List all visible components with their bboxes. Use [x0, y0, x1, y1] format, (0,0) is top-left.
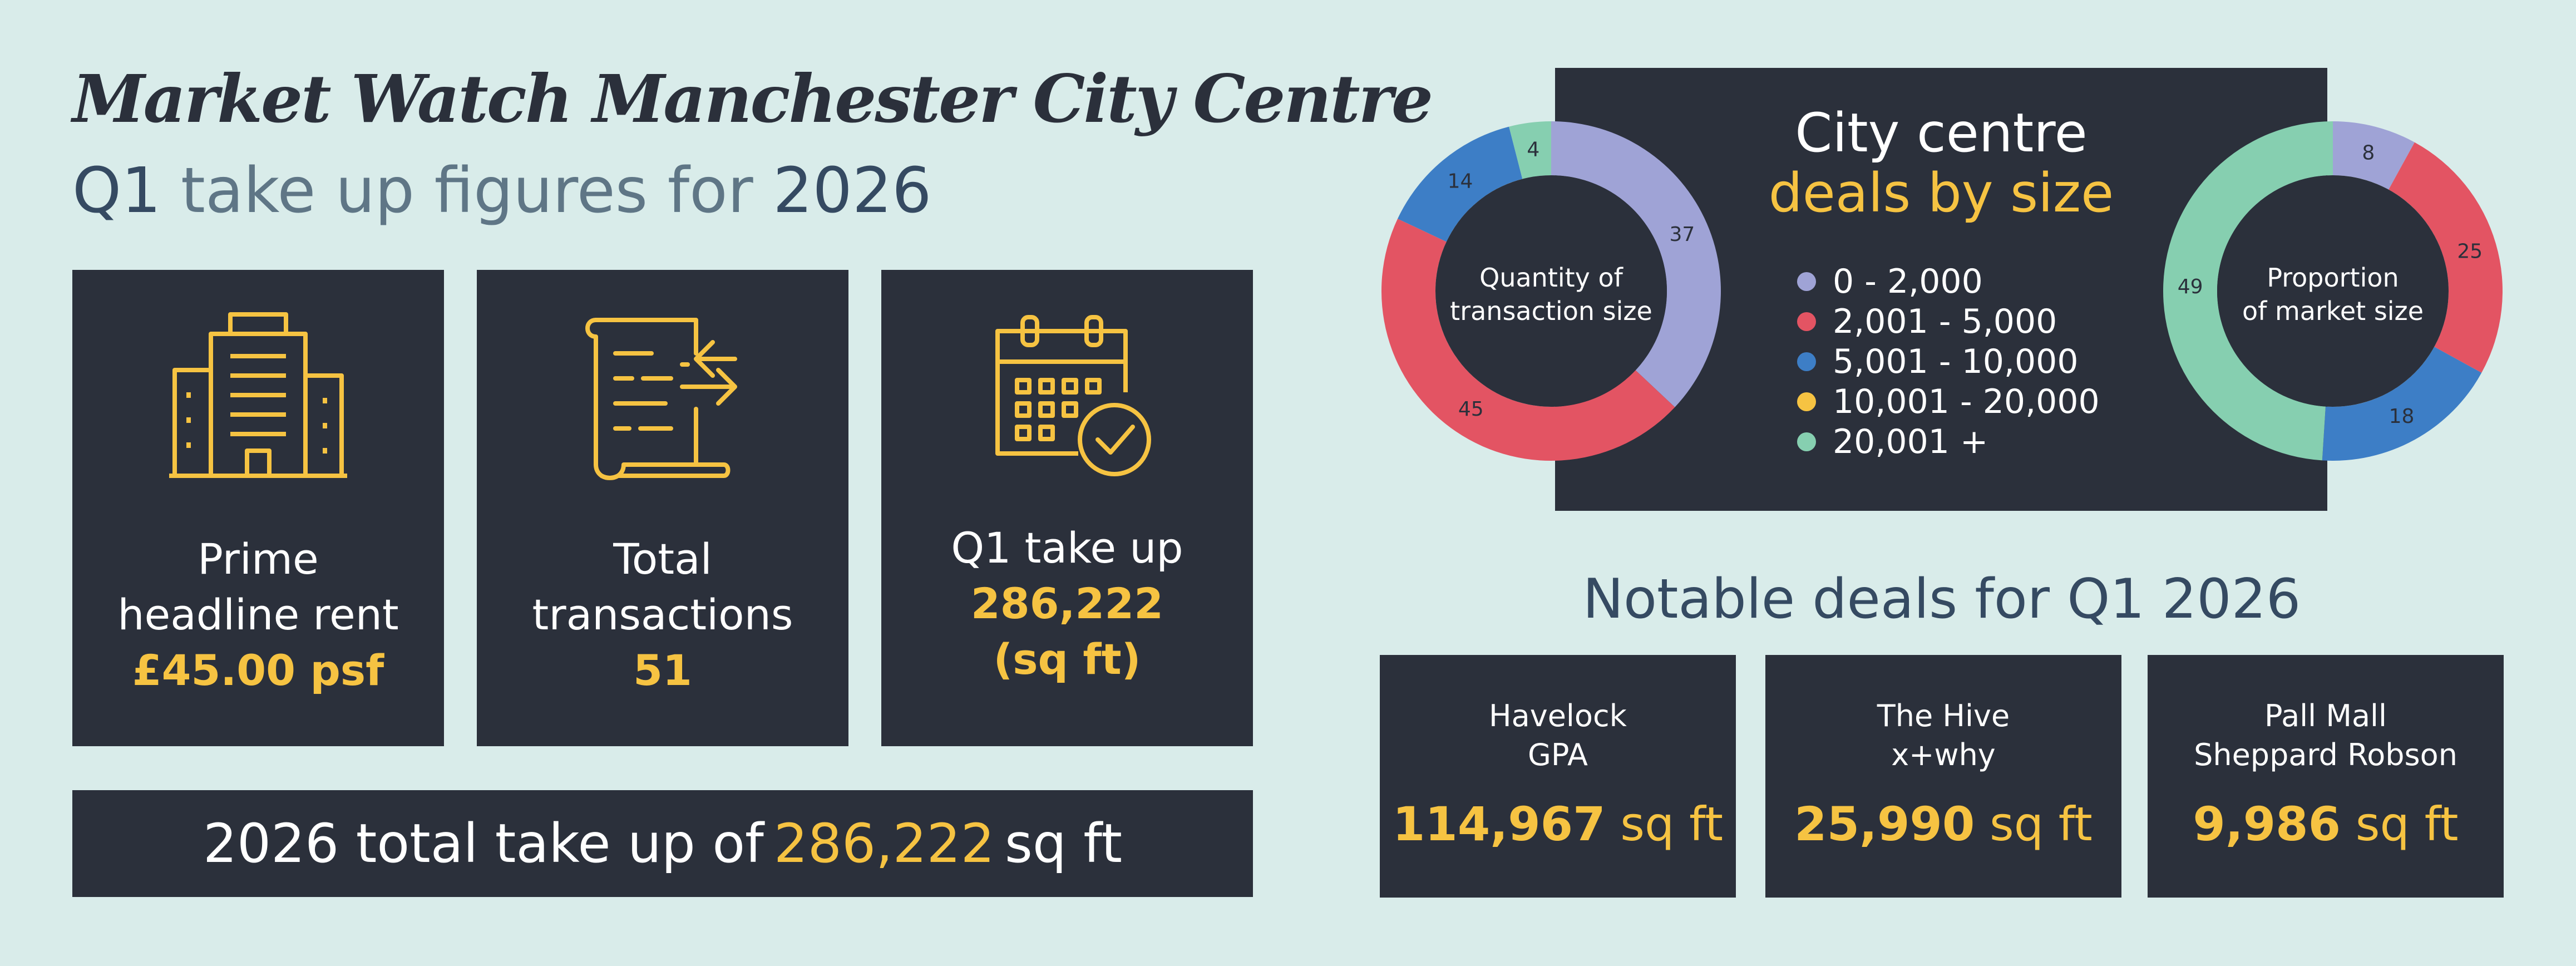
page-subtitle: Q1 take up figures for 2026 — [72, 155, 931, 227]
chart-panel-title: City centre deals by size — [1555, 103, 2327, 223]
legend-label: 0 - 2,000 — [1833, 262, 1983, 301]
deal-name: Havelock — [1489, 698, 1627, 733]
deal-size: 25,990 — [1794, 797, 1975, 851]
subtitle-year: 2026 — [773, 155, 932, 227]
deal-tenant: GPA — [1528, 737, 1588, 772]
donut-center-label: transaction size — [1450, 296, 1652, 326]
subtitle-text: take up figures for — [161, 155, 773, 227]
stat-label-line1: Prime — [198, 534, 319, 584]
legend-swatch — [1797, 392, 1816, 411]
office-buildings-icon — [72, 309, 444, 492]
legend-swatch — [1797, 272, 1816, 291]
stat-value-unit: (sq ft) — [993, 634, 1141, 684]
donut-center-label: Proportion — [2267, 263, 2399, 293]
donut-center-label: Quantity of — [1479, 263, 1624, 293]
deal-unit: sq ft — [2355, 797, 2459, 851]
notable-deals-title: Notable deals for Q1 2026 — [1582, 568, 2301, 631]
legend-label: 20,001 + — [1833, 422, 1988, 461]
donut-slice — [2322, 347, 2482, 461]
stat-card-transactions: Total transactions 51 — [477, 270, 848, 746]
legend-item: 10,001 - 20,000 — [1797, 382, 2100, 422]
stat-card-takeup: Q1 take up 286,222 (sq ft) — [881, 270, 1253, 746]
donut-slice — [1509, 121, 1551, 179]
slice-value-label: 49 — [2178, 275, 2203, 298]
deal-unit: sq ft — [1620, 797, 1724, 851]
slice-value-label: 25 — [2457, 240, 2483, 263]
stat-label-line1: Q1 take up — [951, 523, 1183, 573]
slice-value-label: 45 — [1458, 398, 1484, 421]
stat-value: 286,222 — [970, 579, 1164, 628]
total-prefix: 2026 total take up of — [203, 812, 764, 875]
donut-slice — [1398, 126, 1523, 242]
chart-title-line2: deals by size — [1768, 162, 2114, 224]
slice-value-label: 8 — [2362, 142, 2375, 165]
donut-center-label: of market size — [2242, 296, 2424, 326]
legend-label: 10,001 - 20,000 — [1833, 382, 2100, 421]
stat-label-line2: transactions — [532, 590, 793, 639]
legend-item: 20,001 + — [1797, 422, 2100, 462]
legend-item: 2,001 - 5,000 — [1797, 302, 2100, 342]
deal-card: Pall Mall Sheppard Robson 9,986 sq ft — [2148, 655, 2504, 898]
deal-tenant: x+why — [1891, 737, 1996, 772]
donut-slice — [2389, 142, 2503, 373]
legend-label: 2,001 - 5,000 — [1833, 302, 2057, 341]
stat-value: £45.00 psf — [132, 645, 384, 695]
stat-value: 51 — [633, 645, 692, 695]
deal-name: The Hive — [1877, 698, 2010, 733]
legend-swatch — [1797, 352, 1816, 371]
legend-label: 5,001 - 10,000 — [1833, 342, 2079, 381]
deal-name: Pall Mall — [2264, 698, 2387, 733]
deal-size: 9,986 — [2193, 797, 2341, 851]
donut-slice — [2163, 121, 2333, 461]
slice-value-label: 14 — [1448, 170, 1473, 193]
deal-unit: sq ft — [1990, 797, 2093, 851]
legend-swatch — [1797, 312, 1816, 331]
chart-legend: 0 - 2,000 2,001 - 5,000 5,001 - 10,000 10,0… — [1797, 262, 2100, 462]
legend-swatch — [1797, 432, 1816, 451]
deal-card: The Hive x+why 25,990 sq ft — [1765, 655, 2121, 898]
total-suffix: sq ft — [1004, 812, 1123, 875]
subtitle-quarter: Q1 — [72, 155, 161, 227]
stat-card-rent: Prime headline rent £45.00 psf — [72, 270, 444, 746]
page-title: Market Watch Manchester City Centre — [72, 60, 1433, 137]
stat-label-line1: Total — [613, 534, 712, 584]
donut-hole — [2217, 175, 2449, 407]
donut-hole — [1435, 175, 1667, 407]
deal-card: Havelock GPA 114,967 sq ft — [1380, 655, 1736, 898]
slice-value-label: 37 — [1669, 223, 1695, 246]
transactions-document-icon — [477, 309, 848, 492]
donut-slice — [2333, 121, 2415, 190]
total-takeup-bar: 2026 total take up of 286,222 sq ft — [72, 790, 1253, 897]
stat-label-line2: headline rent — [117, 590, 399, 639]
legend-item: 0 - 2,000 — [1797, 262, 2100, 302]
donut-slice — [1551, 121, 1721, 407]
calendar-check-icon — [881, 309, 1253, 492]
slice-value-label: 18 — [2389, 405, 2415, 428]
slice-value-label: 4 — [1527, 139, 1539, 161]
donut-slice — [1381, 219, 1675, 461]
deal-tenant: Sheppard Robson — [2194, 737, 2457, 772]
deal-size: 114,967 — [1392, 797, 1606, 851]
chart-title-line1: City centre — [1795, 102, 2088, 164]
total-value: 286,222 — [773, 812, 995, 875]
legend-item: 5,001 - 10,000 — [1797, 342, 2100, 382]
